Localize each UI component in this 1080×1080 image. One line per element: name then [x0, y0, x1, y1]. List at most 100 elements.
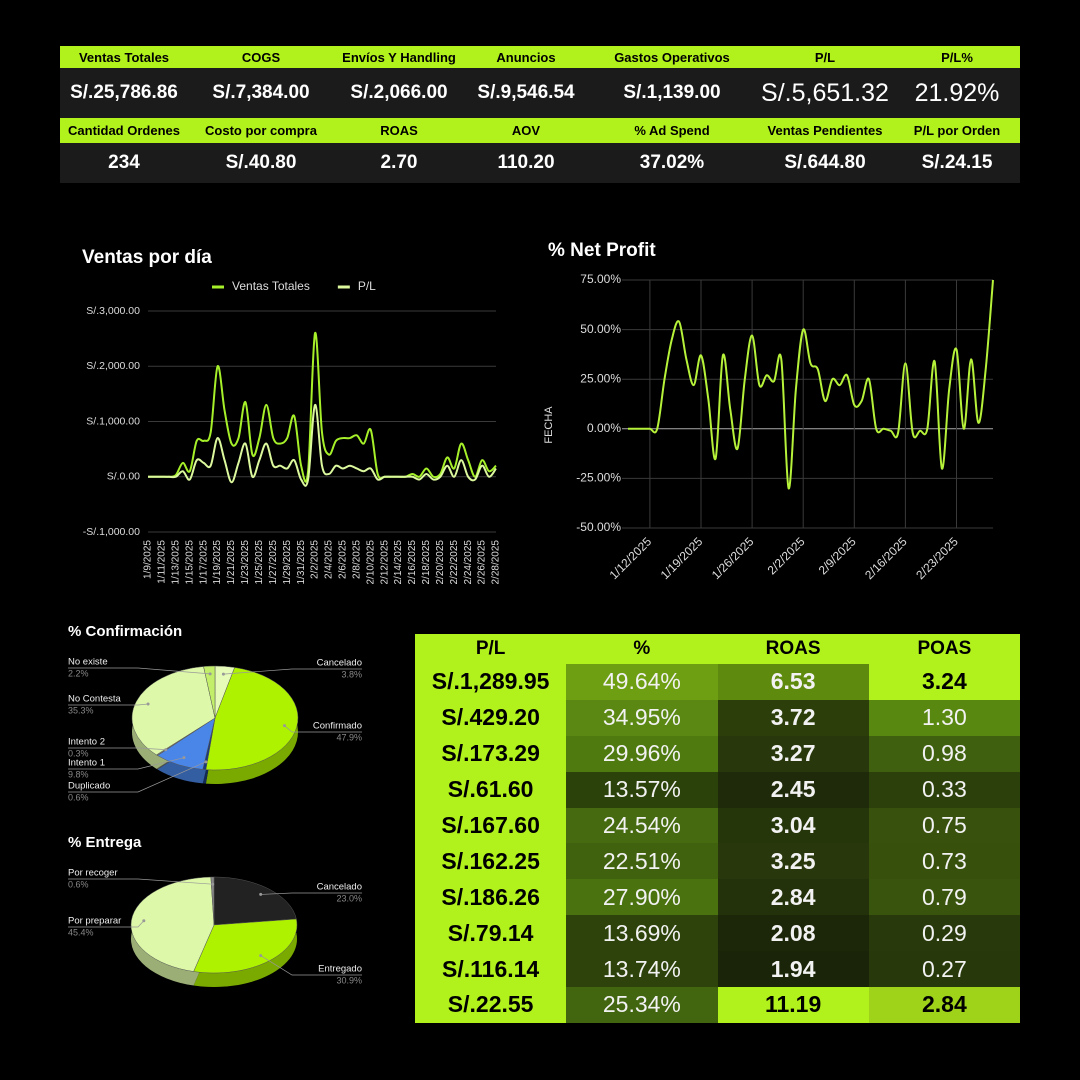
leader-dot [182, 756, 186, 760]
leader-line [68, 878, 213, 885]
table-row: S/.186.26 27.90% 2.84 0.79 [415, 879, 1020, 916]
x-tick-label: 2/4/2025 [324, 540, 335, 579]
kpi-header: Ventas Totales [60, 46, 188, 68]
slice-value-label: 35.3% [68, 705, 94, 715]
x-tick-label: 1/19/2025 [658, 534, 706, 582]
x-tick-label: 2/8/2025 [351, 540, 362, 579]
y-tick-label: -S/.1,000.00 [83, 526, 140, 538]
roas-table: P/L% ROAS POAS S/.1,289.95 49.64% 6.53 3.24 S/.… [415, 634, 1020, 1023]
kpi-header-row: Cantidad Ordenes Costo por compra ROAS AOV%… [60, 118, 1020, 143]
table-cell: S/.22.55 [415, 987, 567, 1023]
table-cell: 13.74% [566, 951, 718, 988]
table-header-row: P/L% ROAS POAS [415, 634, 1020, 664]
x-tick-label: 1/13/2025 [170, 540, 181, 585]
kpi-header: % Ad Spend [588, 118, 756, 143]
kpi-header: AOV [464, 118, 588, 143]
slice-value-label: 0.6% [68, 792, 89, 802]
table-row: S/.162.25 22.51% 3.25 0.73 [415, 843, 1020, 880]
table-cell: 0.73 [868, 843, 1020, 880]
kpi-header: Anuncios [464, 46, 588, 68]
x-tick-label: 1/27/2025 [268, 540, 279, 585]
kpi-value: S/.2,066.00 [334, 68, 464, 118]
x-tick-label: 2/12/2025 [379, 540, 390, 585]
x-tick-label: 1/17/2025 [198, 540, 209, 585]
kpi-value: 2.70 [334, 143, 464, 183]
table-cell: S/.79.14 [415, 915, 567, 952]
table-cell: 1.30 [868, 699, 1020, 736]
slice-value-label: 0.3% [68, 748, 89, 758]
kpi-value-row: S/.25,786.86 S/.7,384.00 S/.2,066.00 S/.9,5… [60, 68, 1020, 118]
table-cell: 22.51% [566, 843, 718, 880]
kpi-value: 37.02% [588, 143, 756, 183]
table-cell: 29.96% [566, 735, 718, 772]
x-tick-label: 1/25/2025 [254, 540, 265, 585]
kpi-header: P/L [756, 46, 894, 68]
chart-title: Ventas por día [82, 247, 212, 268]
column-header: ROAS [717, 634, 869, 664]
kpi-value: S/.9,546.54 [464, 68, 588, 118]
table-cell: 3.24 [868, 664, 1020, 700]
x-tick-label: 2/18/2025 [421, 540, 432, 585]
kpi-header: COGS [188, 46, 334, 68]
slice-label: Intento 2 [68, 737, 105, 748]
table-cell: 2.45 [717, 771, 869, 808]
x-tick-label: 2/24/2025 [463, 540, 474, 585]
table-cell: 2.08 [717, 915, 869, 952]
kpi-header: P/L por Orden [894, 118, 1020, 143]
chart-title: % Entrega [68, 834, 142, 851]
table-cell: 49.64% [566, 664, 718, 700]
table-cell: 11.19 [717, 987, 869, 1023]
leader-dot [142, 919, 146, 923]
data-line [148, 332, 497, 483]
leader-line [260, 955, 362, 976]
legend-label: Ventas Totales [232, 279, 310, 293]
kpi-panel: Ventas Totales COGS Envíos Y Handling Anunc… [60, 46, 1020, 183]
kpi-value-row: 234 S/.40.80 2.70 110.20 37.02% S/.644.80 S/.2… [60, 143, 1020, 183]
table-row: S/.167.60 24.54% 3.04 0.75 [415, 807, 1020, 844]
kpi-value: S/.5,651.32 [756, 68, 894, 118]
slice-value-label: 9.8% [68, 769, 89, 779]
leader-line [68, 747, 166, 750]
chart-title: % Net Profit [548, 240, 656, 261]
slice-value-label: 23.0% [336, 893, 362, 903]
kpi-value: S/.24.15 [894, 143, 1020, 183]
y-tick-label: S/.0.00 [107, 471, 140, 483]
x-tick-label: 2/16/2025 [407, 540, 418, 585]
x-tick-label: 1/19/2025 [212, 540, 223, 585]
pie-slice [131, 666, 216, 756]
table-row: S/.173.29 29.96% 3.27 0.98 [415, 735, 1020, 772]
leader-dot [204, 760, 208, 764]
table-cell: 0.79 [868, 879, 1020, 916]
column-header: P/L [415, 634, 567, 664]
table-cell: 3.27 [717, 735, 869, 772]
kpi-header: Gastos Operativos [588, 46, 756, 68]
y-tick-label: 75.00% [580, 272, 621, 286]
pie-slice [213, 876, 297, 926]
x-tick-label: 2/10/2025 [365, 540, 376, 585]
table-cell: 34.95% [566, 699, 718, 736]
x-tick-label: 1/9/2025 [143, 540, 154, 579]
leader-line [223, 668, 362, 675]
leader-line [68, 761, 207, 793]
leader-dot [282, 724, 286, 728]
table-cell: 24.54% [566, 807, 718, 844]
kpi-value: S/.40.80 [188, 143, 334, 183]
x-tick-label: 1/11/2025 [157, 540, 168, 584]
kpi-header-row: Ventas Totales COGS Envíos Y Handling Anunc… [60, 46, 1020, 68]
table-cell: S/.162.25 [415, 843, 567, 880]
kpi-header: Cantidad Ordenes [60, 118, 188, 143]
table-row: S/.61.60 13.57% 2.45 0.33 [415, 771, 1020, 808]
kpi-value: 234 [60, 143, 188, 183]
leader-dot [259, 892, 263, 896]
table-cell: 1.94 [717, 951, 869, 988]
table-cell: S/.173.29 [415, 735, 567, 772]
x-tick-label: 1/15/2025 [184, 540, 195, 585]
slice-label: No existe [68, 657, 108, 668]
pie-slice [130, 876, 215, 972]
slice-value-label: 45.4% [68, 927, 94, 937]
y-tick-label: S/.3,000.00 [86, 305, 140, 317]
table-cell: 0.29 [868, 915, 1020, 952]
slice-label: Por recoger [68, 868, 118, 879]
